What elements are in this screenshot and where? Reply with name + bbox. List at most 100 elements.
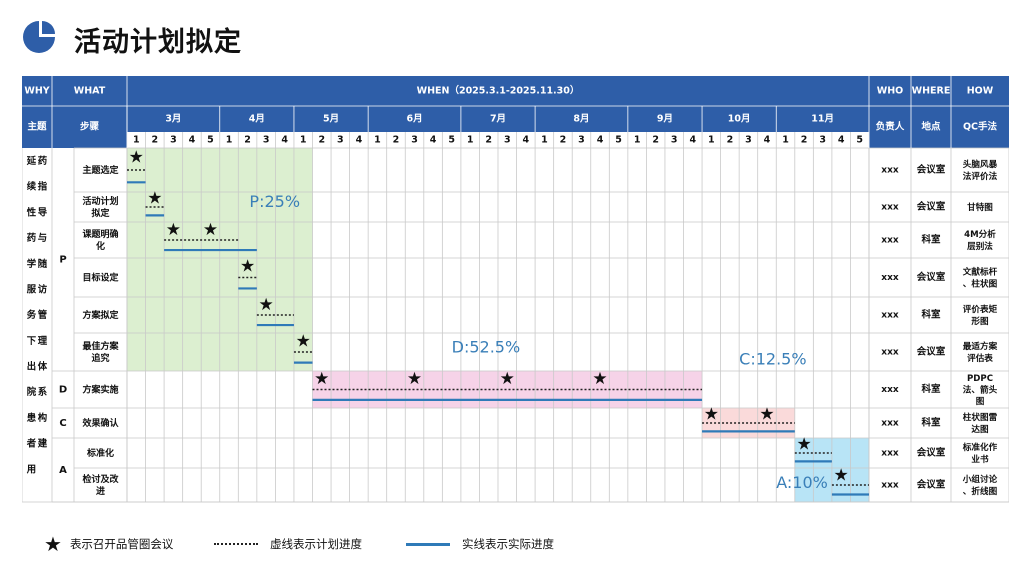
page-title: 活动计划拟定 xyxy=(74,27,242,58)
header-theme: 主题 xyxy=(27,121,47,133)
place-cell: 会议室 xyxy=(917,447,946,459)
header-how: HOW xyxy=(967,86,994,97)
star-icon: ★ xyxy=(407,369,422,389)
week-label: 4 xyxy=(523,135,530,146)
star-icon: ★ xyxy=(592,369,607,389)
week-label: 3 xyxy=(671,135,678,146)
week-label: 4 xyxy=(189,135,196,146)
phase-letter: D xyxy=(59,385,67,396)
place-cell: 科室 xyxy=(921,417,941,429)
legend-solid-label: 实线表示实际进度 xyxy=(462,537,554,551)
week-label: 5 xyxy=(448,135,455,146)
phase-percent-label: C:12.5% xyxy=(739,349,806,368)
header-why: WHY xyxy=(24,86,49,97)
week-label: 2 xyxy=(801,135,808,146)
method-cell: 4M分析层别法 xyxy=(964,228,996,252)
step-label: 最佳方案追究 xyxy=(82,340,119,364)
phase-percent-label: P:25% xyxy=(249,192,300,211)
place-cell: 科室 xyxy=(921,309,941,321)
star-icon: ★ xyxy=(129,148,144,168)
month-label: 7月 xyxy=(490,114,506,125)
week-label: 1 xyxy=(133,135,140,146)
place-cell: 会议室 xyxy=(917,164,946,176)
owner-cell: xxx xyxy=(881,385,899,395)
step-label: 检讨及改进 xyxy=(82,473,119,497)
header-owner: 负责人 xyxy=(876,121,905,133)
phase-letter: C xyxy=(59,418,66,429)
legend: ★ 表示召开品管圈会议 虚线表示计划进度 实线表示实际进度 xyxy=(44,532,684,556)
phase-letter: A xyxy=(59,465,67,476)
week-label: 1 xyxy=(300,135,307,146)
week-label: 1 xyxy=(708,135,715,146)
week-label: 3 xyxy=(170,135,177,146)
star-icon: ★ xyxy=(759,405,774,425)
owner-cell: xxx xyxy=(881,419,899,429)
method-cell: 评价表矩形图 xyxy=(963,303,998,327)
step-label: 课题明确化 xyxy=(82,228,118,252)
star-icon: ★ xyxy=(314,369,329,389)
place-cell: 会议室 xyxy=(917,271,946,283)
week-label: 3 xyxy=(819,135,826,146)
method-cell: 头脑风暴法评价法 xyxy=(963,158,998,182)
week-label: 4 xyxy=(838,135,845,146)
star-icon: ★ xyxy=(834,465,849,485)
header-row-right xyxy=(869,106,1009,148)
month-label: 5月 xyxy=(323,114,339,125)
month-row xyxy=(127,106,869,132)
month-label: 8月 xyxy=(573,114,589,125)
week-label: 3 xyxy=(263,135,270,146)
owner-cell: xxx xyxy=(881,236,899,246)
legend-solid-item: 实线表示实际进度 xyxy=(406,532,554,556)
week-label: 4 xyxy=(430,135,437,146)
week-label: 1 xyxy=(467,135,474,146)
header-what: WHAT xyxy=(74,86,106,97)
title-bar: 活动计划拟定 xyxy=(0,0,1024,70)
week-label: 2 xyxy=(244,135,251,146)
header-where: WHERE xyxy=(912,86,951,97)
method-cell: PDPC 法、箭头图 xyxy=(963,374,998,407)
star-icon: ★ xyxy=(796,435,811,455)
week-label: 3 xyxy=(337,135,344,146)
owner-cell: xxx xyxy=(881,273,899,283)
place-cell: 会议室 xyxy=(917,479,946,491)
star-icon: ★ xyxy=(147,189,162,209)
star-icon: ★ xyxy=(44,532,62,556)
place-cell: 科室 xyxy=(921,234,941,246)
step-label: 主题选定 xyxy=(82,164,119,176)
header-row-left xyxy=(22,106,127,148)
phase-percent-label: D:52.5% xyxy=(452,338,521,357)
week-label: 2 xyxy=(485,135,492,146)
star-icon: ★ xyxy=(166,220,181,240)
week-label: 2 xyxy=(152,135,159,146)
week-label: 5 xyxy=(207,135,214,146)
owner-cell: xxx xyxy=(881,166,899,176)
header-who: WHO xyxy=(877,86,904,97)
week-label: 2 xyxy=(393,135,400,146)
step-label: 标准化 xyxy=(86,447,114,459)
week-label: 4 xyxy=(597,135,604,146)
solid-line-icon xyxy=(406,542,450,546)
week-label: 3 xyxy=(745,135,752,146)
week-label: 2 xyxy=(727,135,734,146)
month-label: 6月 xyxy=(406,114,422,125)
week-label: 4 xyxy=(764,135,771,146)
gantt-table: WHY WHAT WHEN（2025.3.1-2025.11.30） WHO WHERE… xyxy=(22,76,1009,531)
phase-letter: P xyxy=(59,255,66,266)
week-label: 1 xyxy=(634,135,641,146)
step-label: 方案实施 xyxy=(82,384,118,396)
method-cell: 柱状图雷达图 xyxy=(963,411,998,435)
week-label: 1 xyxy=(782,135,789,146)
week-label: 1 xyxy=(541,135,548,146)
logo-icon xyxy=(23,21,55,53)
method-cell: 最适方案评估表 xyxy=(963,340,998,364)
step-label: 活动计划拟定 xyxy=(82,195,118,219)
header-when: WHEN（2025.3.1-2025.11.30） xyxy=(417,85,580,97)
week-label: 5 xyxy=(856,135,863,146)
method-cell: 小组讨论、折线图 xyxy=(962,473,998,497)
owner-cell: xxx xyxy=(881,449,899,459)
owner-cell: xxx xyxy=(881,481,899,491)
step-label: 方案拟定 xyxy=(82,309,119,321)
method-cell: 甘特图 xyxy=(967,201,993,213)
owner-cell: xxx xyxy=(881,348,899,358)
method-cell: 文献标杆、柱状图 xyxy=(962,266,998,290)
